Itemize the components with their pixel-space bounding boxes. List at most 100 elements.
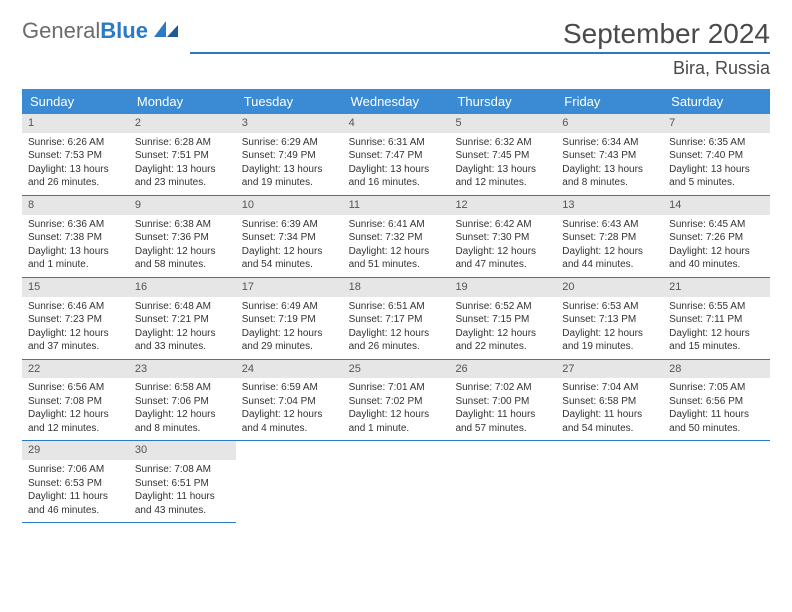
day-cell: 14Sunrise: 6:45 AMSunset: 7:26 PMDayligh… (663, 196, 770, 277)
day-cell: 29Sunrise: 7:06 AMSunset: 6:53 PMDayligh… (22, 441, 129, 522)
day-body: Sunrise: 6:42 AMSunset: 7:30 PMDaylight:… (449, 215, 556, 277)
week-row: 22Sunrise: 6:56 AMSunset: 7:08 PMDayligh… (22, 360, 770, 442)
day-cell: 27Sunrise: 7:04 AMSunset: 6:58 PMDayligh… (556, 360, 663, 441)
daylight-line: Daylight: 12 hours and 29 minutes. (242, 327, 337, 354)
sunrise-line: Sunrise: 6:31 AM (349, 136, 444, 150)
day-cell: 24Sunrise: 6:59 AMSunset: 7:04 PMDayligh… (236, 360, 343, 441)
day-number: 12 (449, 196, 556, 215)
sunrise-line: Sunrise: 6:28 AM (135, 136, 230, 150)
logo-word-b: Blue (100, 18, 148, 43)
sunset-line: Sunset: 7:00 PM (455, 395, 550, 409)
day-number: 14 (663, 196, 770, 215)
daylight-line: Daylight: 13 hours and 8 minutes. (562, 163, 657, 190)
title-block: September 2024 Bira, Russia (190, 18, 770, 79)
sunset-line: Sunset: 7:02 PM (349, 395, 444, 409)
day-cell: 19Sunrise: 6:52 AMSunset: 7:15 PMDayligh… (449, 278, 556, 359)
day-body: Sunrise: 7:02 AMSunset: 7:00 PMDaylight:… (449, 378, 556, 440)
sunrise-line: Sunrise: 6:45 AM (669, 218, 764, 232)
daylight-line: Daylight: 11 hours and 50 minutes. (669, 408, 764, 435)
day-number: 25 (343, 360, 450, 379)
day-number: 11 (343, 196, 450, 215)
dow-cell: Saturday (663, 89, 770, 114)
location: Bira, Russia (190, 58, 770, 79)
day-number: 17 (236, 278, 343, 297)
week-row: 1Sunrise: 6:26 AMSunset: 7:53 PMDaylight… (22, 114, 770, 196)
day-body: Sunrise: 7:01 AMSunset: 7:02 PMDaylight:… (343, 378, 450, 440)
day-cell: 21Sunrise: 6:55 AMSunset: 7:11 PMDayligh… (663, 278, 770, 359)
daylight-line: Daylight: 12 hours and 37 minutes. (28, 327, 123, 354)
day-number: 9 (129, 196, 236, 215)
day-body: Sunrise: 6:53 AMSunset: 7:13 PMDaylight:… (556, 297, 663, 359)
day-number: 15 (22, 278, 129, 297)
sunrise-line: Sunrise: 6:56 AM (28, 381, 123, 395)
daylight-line: Daylight: 13 hours and 19 minutes. (242, 163, 337, 190)
week-row: 29Sunrise: 7:06 AMSunset: 6:53 PMDayligh… (22, 441, 770, 523)
daylight-line: Daylight: 12 hours and 8 minutes. (135, 408, 230, 435)
daylight-line: Daylight: 12 hours and 54 minutes. (242, 245, 337, 272)
sunrise-line: Sunrise: 7:02 AM (455, 381, 550, 395)
week-row: 15Sunrise: 6:46 AMSunset: 7:23 PMDayligh… (22, 278, 770, 360)
day-cell: 12Sunrise: 6:42 AMSunset: 7:30 PMDayligh… (449, 196, 556, 277)
day-body: Sunrise: 6:49 AMSunset: 7:19 PMDaylight:… (236, 297, 343, 359)
day-body: Sunrise: 6:52 AMSunset: 7:15 PMDaylight:… (449, 297, 556, 359)
sunset-line: Sunset: 7:34 PM (242, 231, 337, 245)
logo-text: GeneralBlue (22, 18, 148, 44)
day-cell: 7Sunrise: 6:35 AMSunset: 7:40 PMDaylight… (663, 114, 770, 195)
daylight-line: Daylight: 13 hours and 1 minute. (28, 245, 123, 272)
day-cell: 26Sunrise: 7:02 AMSunset: 7:00 PMDayligh… (449, 360, 556, 441)
day-body: Sunrise: 6:58 AMSunset: 7:06 PMDaylight:… (129, 378, 236, 440)
daylight-line: Daylight: 12 hours and 15 minutes. (669, 327, 764, 354)
sunrise-line: Sunrise: 6:35 AM (669, 136, 764, 150)
day-cell: 25Sunrise: 7:01 AMSunset: 7:02 PMDayligh… (343, 360, 450, 441)
sunset-line: Sunset: 7:23 PM (28, 313, 123, 327)
sunrise-line: Sunrise: 6:51 AM (349, 300, 444, 314)
day-number: 16 (129, 278, 236, 297)
sunset-line: Sunset: 7:06 PM (135, 395, 230, 409)
daylight-line: Daylight: 12 hours and 58 minutes. (135, 245, 230, 272)
daylight-line: Daylight: 13 hours and 12 minutes. (455, 163, 550, 190)
day-cell-empty (556, 441, 663, 524)
day-cell: 22Sunrise: 6:56 AMSunset: 7:08 PMDayligh… (22, 360, 129, 441)
sunset-line: Sunset: 7:13 PM (562, 313, 657, 327)
sunset-line: Sunset: 6:58 PM (562, 395, 657, 409)
sunset-line: Sunset: 7:28 PM (562, 231, 657, 245)
day-number: 19 (449, 278, 556, 297)
daylight-line: Daylight: 12 hours and 44 minutes. (562, 245, 657, 272)
sunrise-line: Sunrise: 7:08 AM (135, 463, 230, 477)
day-body: Sunrise: 6:28 AMSunset: 7:51 PMDaylight:… (129, 133, 236, 195)
day-cell: 13Sunrise: 6:43 AMSunset: 7:28 PMDayligh… (556, 196, 663, 277)
sunset-line: Sunset: 6:53 PM (28, 477, 123, 491)
sunrise-line: Sunrise: 6:58 AM (135, 381, 230, 395)
day-number: 5 (449, 114, 556, 133)
sunset-line: Sunset: 7:30 PM (455, 231, 550, 245)
day-cell: 5Sunrise: 6:32 AMSunset: 7:45 PMDaylight… (449, 114, 556, 195)
day-number: 24 (236, 360, 343, 379)
sunrise-line: Sunrise: 7:06 AM (28, 463, 123, 477)
sunset-line: Sunset: 6:51 PM (135, 477, 230, 491)
sunset-line: Sunset: 7:49 PM (242, 149, 337, 163)
sunset-line: Sunset: 7:43 PM (562, 149, 657, 163)
calendar: SundayMondayTuesdayWednesdayThursdayFrid… (22, 89, 770, 523)
day-number: 27 (556, 360, 663, 379)
sunrise-line: Sunrise: 6:34 AM (562, 136, 657, 150)
day-cell: 9Sunrise: 6:38 AMSunset: 7:36 PMDaylight… (129, 196, 236, 277)
sunset-line: Sunset: 7:21 PM (135, 313, 230, 327)
day-body: Sunrise: 6:45 AMSunset: 7:26 PMDaylight:… (663, 215, 770, 277)
day-number: 22 (22, 360, 129, 379)
sunset-line: Sunset: 7:32 PM (349, 231, 444, 245)
day-number: 20 (556, 278, 663, 297)
sunrise-line: Sunrise: 6:46 AM (28, 300, 123, 314)
day-cell-empty (343, 441, 450, 524)
daylight-line: Daylight: 13 hours and 5 minutes. (669, 163, 764, 190)
day-number: 3 (236, 114, 343, 133)
sunset-line: Sunset: 7:38 PM (28, 231, 123, 245)
day-body: Sunrise: 6:32 AMSunset: 7:45 PMDaylight:… (449, 133, 556, 195)
daylight-line: Daylight: 13 hours and 16 minutes. (349, 163, 444, 190)
sunset-line: Sunset: 7:51 PM (135, 149, 230, 163)
daylight-line: Daylight: 12 hours and 1 minute. (349, 408, 444, 435)
day-cell: 1Sunrise: 6:26 AMSunset: 7:53 PMDaylight… (22, 114, 129, 195)
day-number: 10 (236, 196, 343, 215)
sunrise-line: Sunrise: 6:48 AM (135, 300, 230, 314)
day-body: Sunrise: 7:04 AMSunset: 6:58 PMDaylight:… (556, 378, 663, 440)
day-cell-empty (236, 441, 343, 524)
